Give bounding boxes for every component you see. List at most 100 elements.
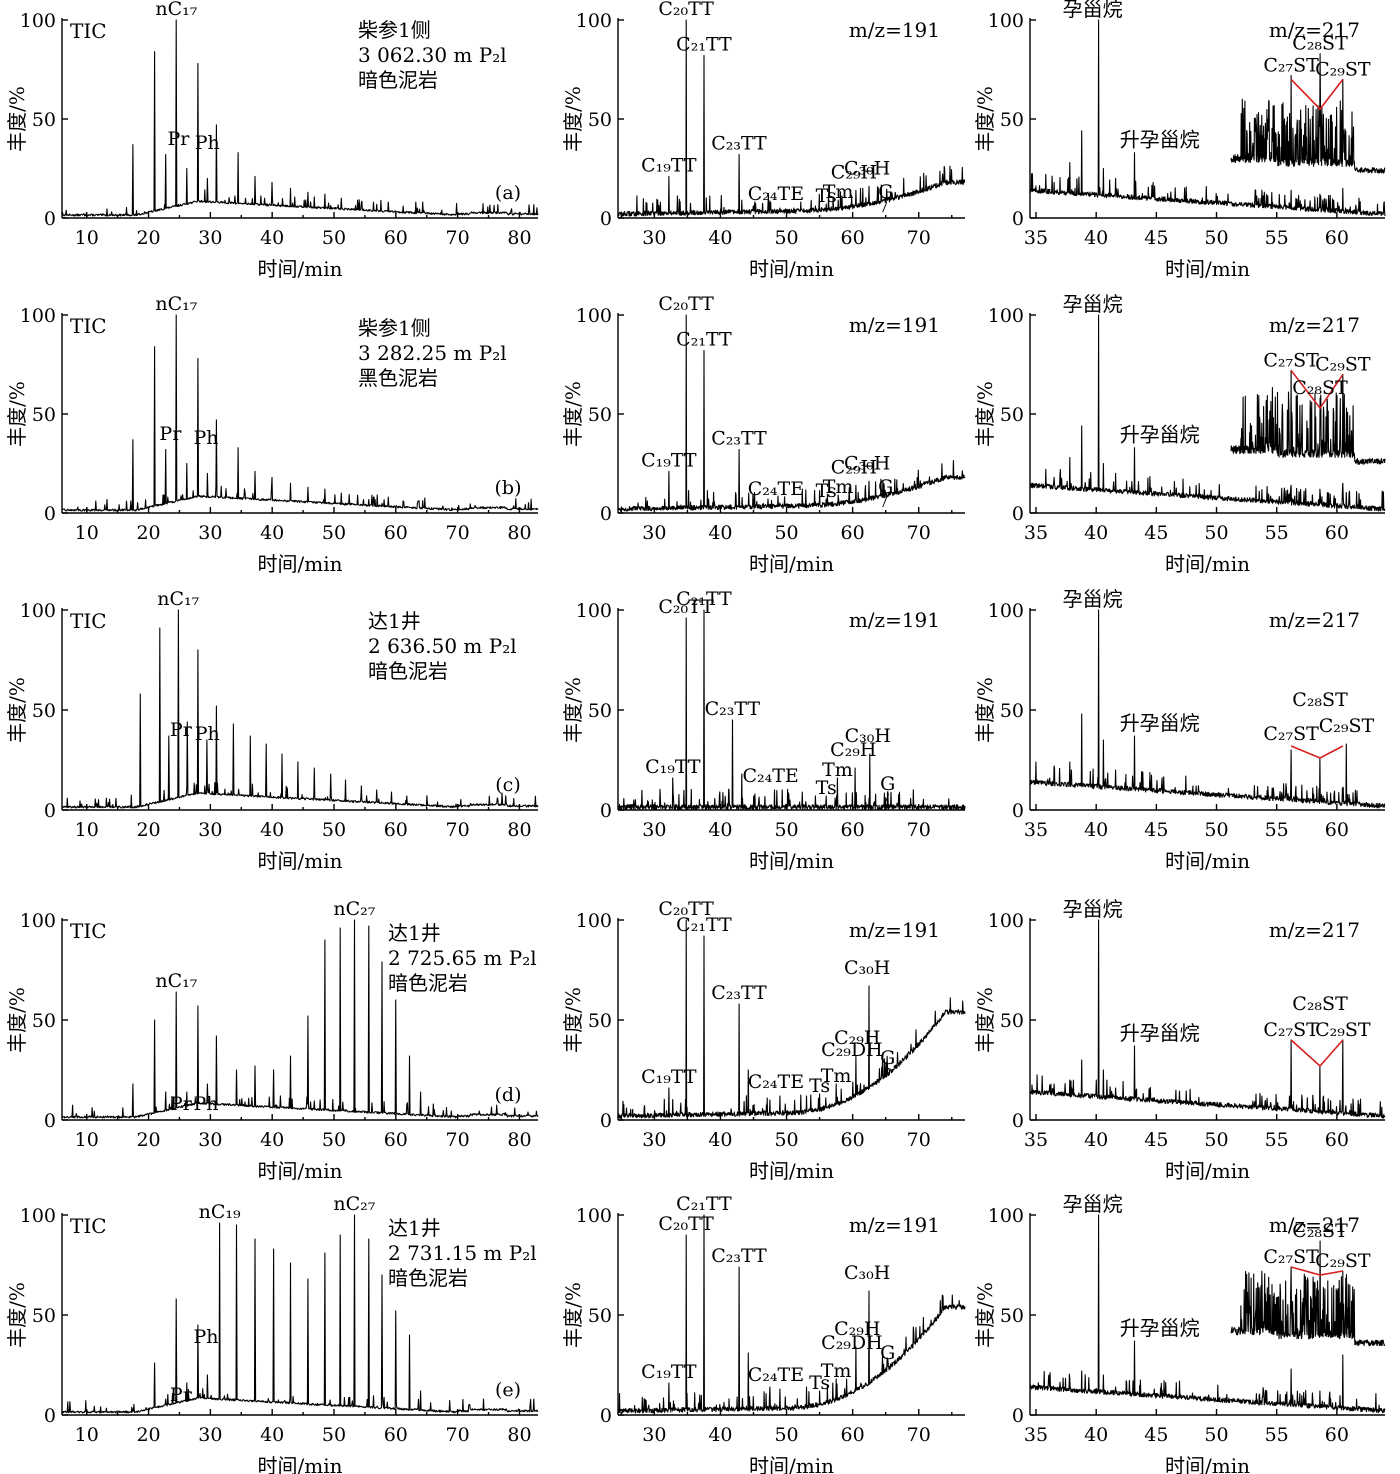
peak-label: C₂₄TE [748,1364,804,1386]
x-tick-label: 35 [1024,1129,1048,1151]
x-tick-label: 50 [322,819,346,841]
x-tick-label: 20 [136,227,160,249]
x-tick-label: 70 [907,522,931,544]
peak-label: C₂₀TT [658,0,714,20]
y-tick-label: 100 [20,1205,56,1227]
sterane-v-connector [1290,1039,1344,1068]
y-tick-label: 100 [20,305,56,327]
peak-label: nC₁₇ [155,970,197,992]
peak-label: C₃₀H [844,1262,890,1284]
peak-label: 孕甾烷 [1063,292,1123,316]
x-axis-title: 时间/min [258,257,343,281]
peak-label: C₂₈ST [1292,993,1348,1015]
x-tick-label: 40 [708,1129,732,1151]
x-tick-label: 50 [322,1424,346,1446]
peak-label: G [880,1342,895,1364]
chromatogram-trace [1029,314,1386,512]
chromatogram-trace [61,19,539,217]
trace-label: m/z=191 [849,608,940,632]
y-axis-title: 丰度/% [973,381,997,447]
trace-label: m/z=191 [849,918,940,942]
x-tick-label: 60 [841,819,865,841]
trace-label: TIC [70,609,107,633]
x-tick-label: 45 [1144,819,1168,841]
x-tick-label: 35 [1024,1424,1048,1446]
x-tick-label: 55 [1265,227,1289,249]
label-pointer [882,202,888,213]
x-axis-title: 时间/min [1165,1159,1250,1183]
peak-label: Ph [195,723,220,745]
y-tick-label: 50 [1000,700,1024,722]
peak-label: Tm [821,1065,852,1087]
peak-label: Pr [170,1384,193,1406]
peak-label: C₂₇ST [1263,54,1319,76]
x-tick-label: 60 [841,1129,865,1151]
x-tick-label: 40 [708,227,732,249]
sample-info-line: 暗色泥岩 [358,68,438,92]
x-axis-title: 时间/min [258,849,343,873]
y-axis-title: 丰度/% [973,987,997,1053]
panel-a-tic: 0 50 100 10 20 30 40 50 60 70 80 时间/min 丰度/% TIC nC₁₇ P… [5,0,539,281]
peak-label: C₁₉TT [641,449,697,471]
peak-label: Ph [193,1093,218,1115]
peak-label: nC₂₇ [333,1193,375,1215]
trace-label: m/z=217 [1269,313,1360,337]
sample-info-line: 暗色泥岩 [388,1266,468,1290]
trace-label: m/z=217 [1269,918,1360,942]
y-axis-title: 丰度/% [973,1282,997,1348]
peak-label: nC₂₇ [333,898,375,920]
x-tick-label: 40 [260,819,284,841]
y-tick-label: 100 [576,1205,612,1227]
peak-label: 升孕甾烷 [1120,711,1200,735]
x-tick-label: 20 [136,522,160,544]
panel-d-tic: 0 50 100 10 20 30 40 50 60 70 80 时间/min 丰度/% TIC nC₁₇ n… [5,898,539,1183]
x-tick-label: 40 [708,819,732,841]
peak-label: 升孕甾烷 [1120,423,1200,447]
sample-info-line: 柴参1侧 [358,316,431,340]
panel-d-217: 0 50 100 35 40 45 50 55 60 时间/min 丰度/% m/z=217 孕甾烷升孕… [973,897,1386,1183]
sample-info-line: 暗色泥岩 [368,659,448,683]
y-tick-label: 0 [1012,800,1024,822]
x-tick-label: 45 [1144,1424,1168,1446]
y-tick-label: 0 [600,208,612,230]
panel-label: (e) [495,1379,521,1401]
peak-label: C₂₄TE [748,478,804,500]
panel-b-tic: 0 50 100 10 20 30 40 50 60 70 80 时间/min 丰度/% TIC nC₁₇ P… [5,293,539,576]
x-tick-label: 55 [1265,1129,1289,1151]
panel-b-191: 0 50 100 30 40 50 60 70 时间/min 丰度/% m/z=191 C₂₀TT C₂… [561,293,966,576]
x-tick-label: 40 [1084,522,1108,544]
y-tick-label: 50 [588,1305,612,1327]
inset-trace [1230,369,1386,465]
x-tick-label: 30 [642,819,666,841]
peak-label: C₂₃TT [705,698,761,720]
peak-label: C₂₄TE [742,765,798,787]
peak-label: C₂₉DH [821,1332,883,1354]
peak-label: C₂₀TT [658,293,714,315]
peak-label: C₂₉ST [1315,1250,1371,1272]
peak-label: Tm [822,759,853,781]
peak-label: C₂₁TT [676,329,732,351]
trace-label: m/z=217 [1269,1213,1360,1237]
peak-label: Tm [823,476,854,498]
y-axis-title: 丰度/% [561,677,585,743]
x-tick-label: 45 [1144,1129,1168,1151]
x-axis-title: 时间/min [1165,552,1250,576]
peak-label: C₂₀TT [658,898,714,920]
x-tick-label: 50 [1204,522,1228,544]
x-tick-label: 40 [708,522,732,544]
trace-label: TIC [70,1214,107,1238]
sterane-v-connector [1290,78,1344,111]
y-tick-label: 0 [44,800,56,822]
peak-label: 孕甾烷 [1063,897,1123,921]
chromatogram-trace [617,314,966,512]
chromatogram-trace [1029,19,1386,217]
peak-label: C₃₀H [844,157,890,179]
x-tick-label: 70 [446,1129,470,1151]
y-tick-label: 0 [44,1110,56,1132]
peak-label: C₂₀TT [658,596,714,618]
chromatogram-trace [1029,919,1386,1119]
x-axis-title: 时间/min [749,1454,834,1474]
peak-label: C₁₉TT [641,1361,697,1383]
